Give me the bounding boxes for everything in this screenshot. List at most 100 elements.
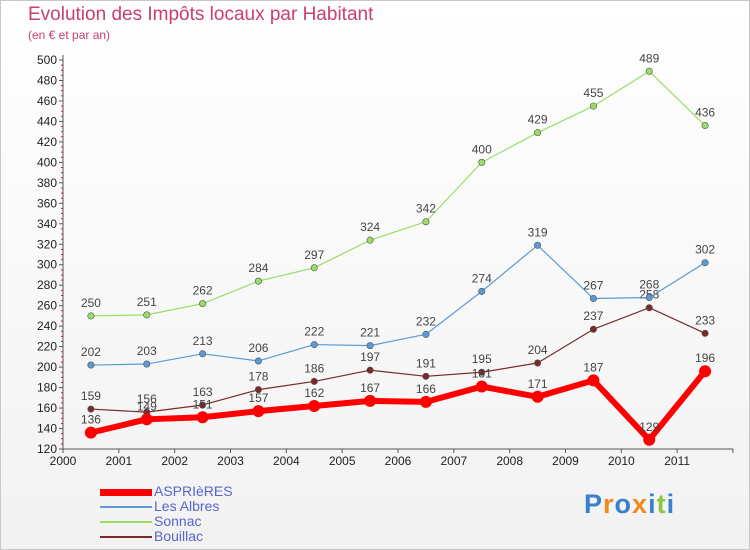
x-tick-label: 2005 xyxy=(329,454,356,468)
data-point xyxy=(422,372,430,380)
x-tick-label: 2006 xyxy=(385,454,412,468)
data-label: 400 xyxy=(472,142,492,156)
data-point xyxy=(199,401,207,409)
data-point xyxy=(534,359,542,367)
data-label: 232 xyxy=(416,314,436,328)
data-label: 191 xyxy=(416,356,436,370)
y-tick-label: 360 xyxy=(37,196,57,210)
x-tick-label: 2010 xyxy=(608,454,635,468)
data-label: 181 xyxy=(472,367,492,381)
data-label: 284 xyxy=(248,261,268,275)
data-label: 187 xyxy=(583,360,603,374)
series-line-1 xyxy=(90,244,706,366)
data-label: 157 xyxy=(248,391,268,405)
data-point xyxy=(366,366,374,374)
series-line-0 xyxy=(90,369,708,443)
legend-swatch xyxy=(100,488,152,496)
data-point xyxy=(254,386,262,394)
data-point xyxy=(534,241,542,249)
y-tick-label: 140 xyxy=(37,422,57,436)
data-point xyxy=(84,426,97,439)
data-point xyxy=(199,350,207,358)
data-label: 221 xyxy=(360,326,380,340)
data-label: 319 xyxy=(528,225,548,239)
chart-subtitle: (en € et par an) xyxy=(28,28,111,42)
data-point xyxy=(589,325,597,333)
data-point xyxy=(475,380,488,393)
data-label: 171 xyxy=(528,377,548,391)
data-label: 302 xyxy=(695,243,715,257)
y-tick-label: 300 xyxy=(37,258,57,272)
y-tick-label: 120 xyxy=(37,442,57,456)
data-point xyxy=(254,357,262,365)
y-tick-label: 280 xyxy=(37,278,57,292)
legend-swatch xyxy=(100,536,152,538)
data-label: 202 xyxy=(81,345,101,359)
data-point xyxy=(254,277,262,285)
legend-label: Bouillac xyxy=(154,528,204,544)
data-label: 149 xyxy=(137,399,157,413)
data-label: 167 xyxy=(360,381,380,395)
data-point xyxy=(366,342,374,350)
legend-swatch xyxy=(100,521,152,523)
data-label: 233 xyxy=(695,313,715,327)
data-label: 250 xyxy=(81,296,101,310)
data-label: 163 xyxy=(193,385,213,399)
y-tick-label: 260 xyxy=(37,299,57,313)
data-label: 159 xyxy=(81,389,101,403)
data-label: 436 xyxy=(695,106,715,120)
proxiti-logo: Proxiti xyxy=(584,489,676,519)
data-point xyxy=(478,158,486,166)
data-point xyxy=(366,236,374,244)
chart-title: Evolution des Impôts locaux par Habitant xyxy=(28,4,374,25)
data-label: 267 xyxy=(583,279,603,293)
data-label: 297 xyxy=(304,248,324,262)
data-label: 204 xyxy=(528,343,548,357)
y-tick-label: 200 xyxy=(37,360,57,374)
legend-label: Sonnac xyxy=(154,513,202,529)
data-label: 324 xyxy=(360,220,380,234)
x-tick-label: 2002 xyxy=(161,454,188,468)
y-tick-label: 240 xyxy=(37,319,57,333)
data-label: 342 xyxy=(416,202,436,216)
x-tick-label: 2003 xyxy=(217,454,244,468)
data-label: 195 xyxy=(472,352,492,366)
data-point xyxy=(478,287,486,295)
data-label: 274 xyxy=(472,271,492,285)
data-label: 186 xyxy=(304,361,324,375)
x-tick-label: 2011 xyxy=(664,454,690,468)
data-point xyxy=(143,360,151,368)
data-point xyxy=(310,377,318,385)
data-point xyxy=(143,311,151,319)
data-point xyxy=(645,304,653,312)
series-line-3 xyxy=(90,307,706,413)
data-label: 196 xyxy=(695,351,715,365)
data-point xyxy=(531,390,544,403)
data-label: 237 xyxy=(583,309,603,323)
legend-swatch xyxy=(100,506,152,508)
data-label: 429 xyxy=(528,113,548,127)
y-tick-label: 420 xyxy=(37,135,57,149)
data-point xyxy=(87,405,95,413)
data-point xyxy=(699,365,712,378)
data-label: 251 xyxy=(137,295,157,309)
data-label: 222 xyxy=(304,325,324,339)
data-label: 178 xyxy=(248,370,268,384)
x-tick-label: 2004 xyxy=(273,454,300,468)
data-point xyxy=(589,102,597,110)
x-tick-label: 2001 xyxy=(105,454,132,468)
data-point xyxy=(587,374,600,387)
data-point xyxy=(199,300,207,308)
data-point xyxy=(478,368,486,376)
data-point xyxy=(87,312,95,320)
y-tick-label: 460 xyxy=(37,94,57,108)
data-point xyxy=(364,394,377,407)
x-tick-label: 2008 xyxy=(496,454,523,468)
data-point xyxy=(310,264,318,272)
x-tick-label: 2000 xyxy=(50,454,77,468)
data-point xyxy=(87,361,95,369)
data-label: 213 xyxy=(193,334,213,348)
series-line-2 xyxy=(90,70,706,317)
